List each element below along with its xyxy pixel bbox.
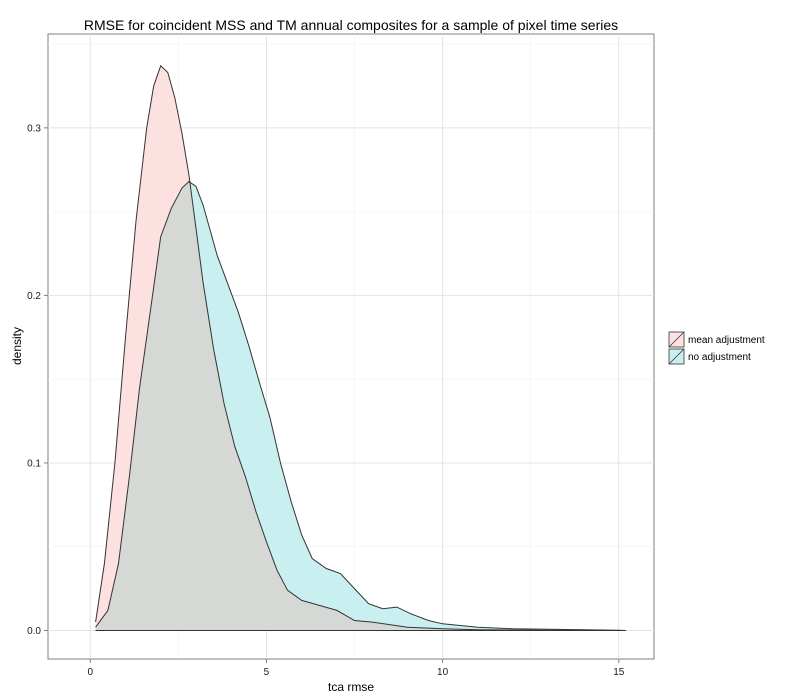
- legend-label: mean adjustment: [688, 335, 765, 346]
- no-adjustment-line: [95, 180, 626, 631]
- x-axis-ticks: 0 5 10 15: [87, 659, 625, 678]
- legend-key-slash: [668, 348, 685, 365]
- legend: mean adjustment no adjustment: [668, 331, 765, 365]
- overlap-area: [95, 181, 580, 631]
- y-axis-title: density: [10, 327, 24, 365]
- chart-title: RMSE for coincident MSS and TM annual co…: [84, 17, 618, 33]
- density-areas: [95, 64, 626, 632]
- y-tick-label: 0.2: [27, 291, 41, 302]
- y-tick-label: 0.1: [27, 458, 41, 469]
- y-tick-label: 0.0: [27, 626, 41, 637]
- x-tick-label: 5: [264, 667, 270, 678]
- mean-adjustment-line: [95, 64, 581, 631]
- legend-label: no adjustment: [688, 352, 751, 363]
- y-tick-label: 0.3: [27, 123, 41, 134]
- y-axis-ticks: 0.0 0.1 0.2 0.3: [27, 123, 48, 637]
- x-tick-label: 15: [613, 667, 625, 678]
- x-axis-title: tca rmse: [328, 680, 374, 694]
- x-tick-label: 10: [437, 667, 449, 678]
- legend-key-slash: [668, 331, 685, 348]
- x-tick-label: 0: [87, 667, 93, 678]
